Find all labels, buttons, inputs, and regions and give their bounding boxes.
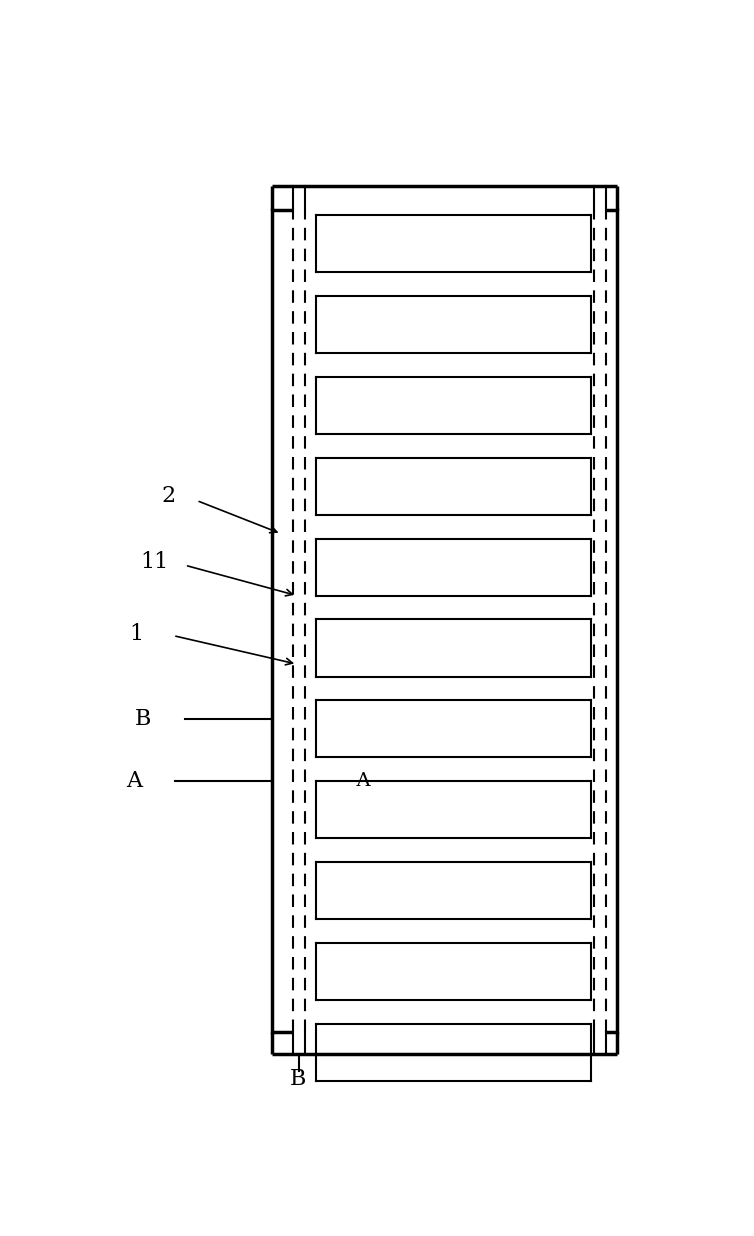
- Text: —A: —A: [337, 772, 370, 790]
- Text: B: B: [290, 1068, 306, 1090]
- Text: 2: 2: [161, 485, 176, 507]
- Text: B: B: [135, 708, 152, 730]
- Text: A: A: [126, 770, 143, 792]
- Text: 1: 1: [130, 623, 143, 645]
- Text: 11: 11: [139, 551, 168, 574]
